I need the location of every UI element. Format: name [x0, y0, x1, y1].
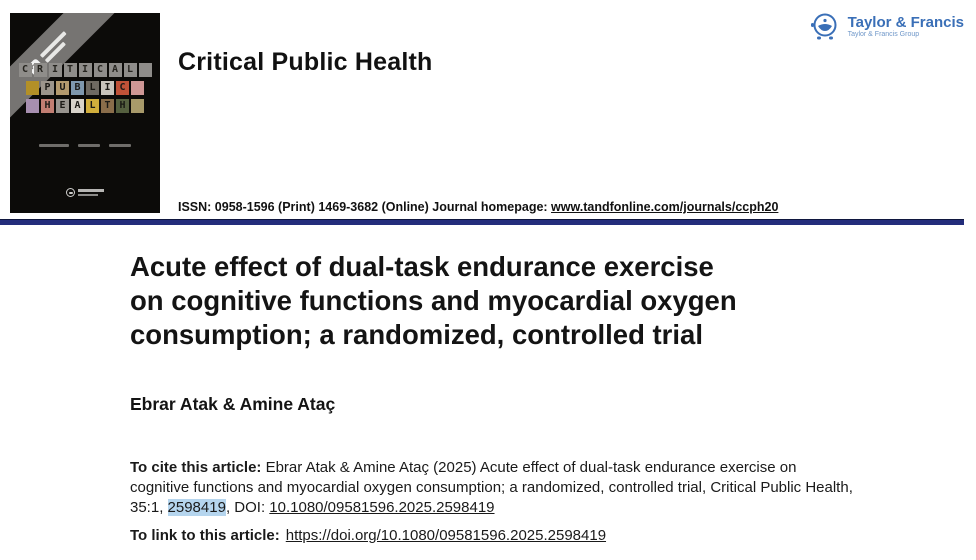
taylor-francis-wordmark: Taylor & Francis — [847, 14, 964, 31]
header-divider-rule — [0, 219, 964, 225]
ribbon-text-lines — [39, 30, 71, 63]
article-title: Acute effect of dual-task endurance exer… — [130, 250, 870, 352]
cover-letter-tile — [138, 63, 152, 77]
cover-letter-tile: R — [33, 63, 47, 77]
cite-doi-prefix: , DOI: — [225, 499, 270, 516]
article-authors: Ebrar Atak & Amine Ataç — [130, 394, 336, 414]
taylor-francis-logo: Taylor & Francis Taylor & Francis Group — [808, 10, 964, 44]
cover-letter-tile: B — [71, 81, 84, 95]
cover-letter-tile: H — [41, 99, 54, 113]
cover-letter-tile: L — [86, 81, 99, 95]
taylor-francis-lamp-icon — [810, 13, 837, 40]
publisher-ring-icon — [66, 188, 75, 197]
doi-link[interactable]: 10.1080/09581596.2025.2598419 — [269, 499, 495, 516]
cover-letter-tile: H — [116, 99, 129, 113]
article-title-line: Acute effect of dual-task endurance exer… — [130, 251, 714, 282]
issn-text: ISSN: 0958-1596 (Print) 1469-3682 (Onlin… — [178, 200, 552, 214]
issn-homepage-line: ISSN: 0958-1596 (Print) 1469-3682 (Onlin… — [178, 200, 778, 214]
cover-letter-tile: P — [41, 81, 54, 95]
taylor-francis-group-text: Taylor & Francis Group — [847, 31, 920, 38]
journal-homepage-link[interactable]: www.tandfonline.com/journals/ccph20 — [551, 200, 779, 214]
cover-letter-tile — [131, 81, 144, 95]
citation-paragraph: To cite this article: Ebrar Atak & Amine… — [130, 458, 854, 518]
cover-letter-tile: C — [116, 81, 129, 95]
cover-letter-tile: T — [63, 63, 77, 77]
cover-letter-tile: T — [101, 99, 114, 113]
cover-letter-tile: I — [101, 81, 114, 95]
cover-letter-tile: A — [71, 99, 84, 113]
cover-letter-tile: E — [56, 99, 69, 113]
article-title-line: on cognitive functions and myocardial ox… — [130, 285, 737, 316]
doi-url-link[interactable]: https://doi.org/10.1080/09581596.2025.25… — [285, 527, 607, 544]
cover-letter-tile: U — [56, 81, 69, 95]
cover-letter-tile — [131, 99, 144, 113]
cover-letter-tile: I — [78, 63, 92, 77]
cover-publisher-logo — [10, 188, 160, 197]
cover-letter-tile — [26, 81, 39, 95]
article-title-line: consumption; a randomized, controlled tr… — [130, 319, 703, 350]
publisher-logo-text — [78, 189, 104, 196]
link-line: To link to this article: https://doi.org/… — [130, 527, 606, 544]
cover-issue-line — [10, 144, 160, 147]
cite-label: To cite this article: — [130, 459, 262, 476]
cover-letter-tile: C — [18, 63, 32, 77]
cover-letter-tile: L — [86, 99, 99, 113]
cover-letter-tile — [26, 99, 39, 113]
cite-text: Ebrar Atak & Amine Ataç (2025) Acute eff… — [130, 459, 853, 516]
cover-letter-tile: L — [123, 63, 137, 77]
cover-letter-tile: C — [93, 63, 107, 77]
journal-title: Critical Public Health — [178, 48, 433, 76]
cover-letter-tile: I — [48, 63, 62, 77]
cover-letter-tile: A — [108, 63, 122, 77]
link-label: To link to this article: — [130, 527, 280, 544]
article-id-highlighted: 2598419 — [167, 499, 226, 516]
